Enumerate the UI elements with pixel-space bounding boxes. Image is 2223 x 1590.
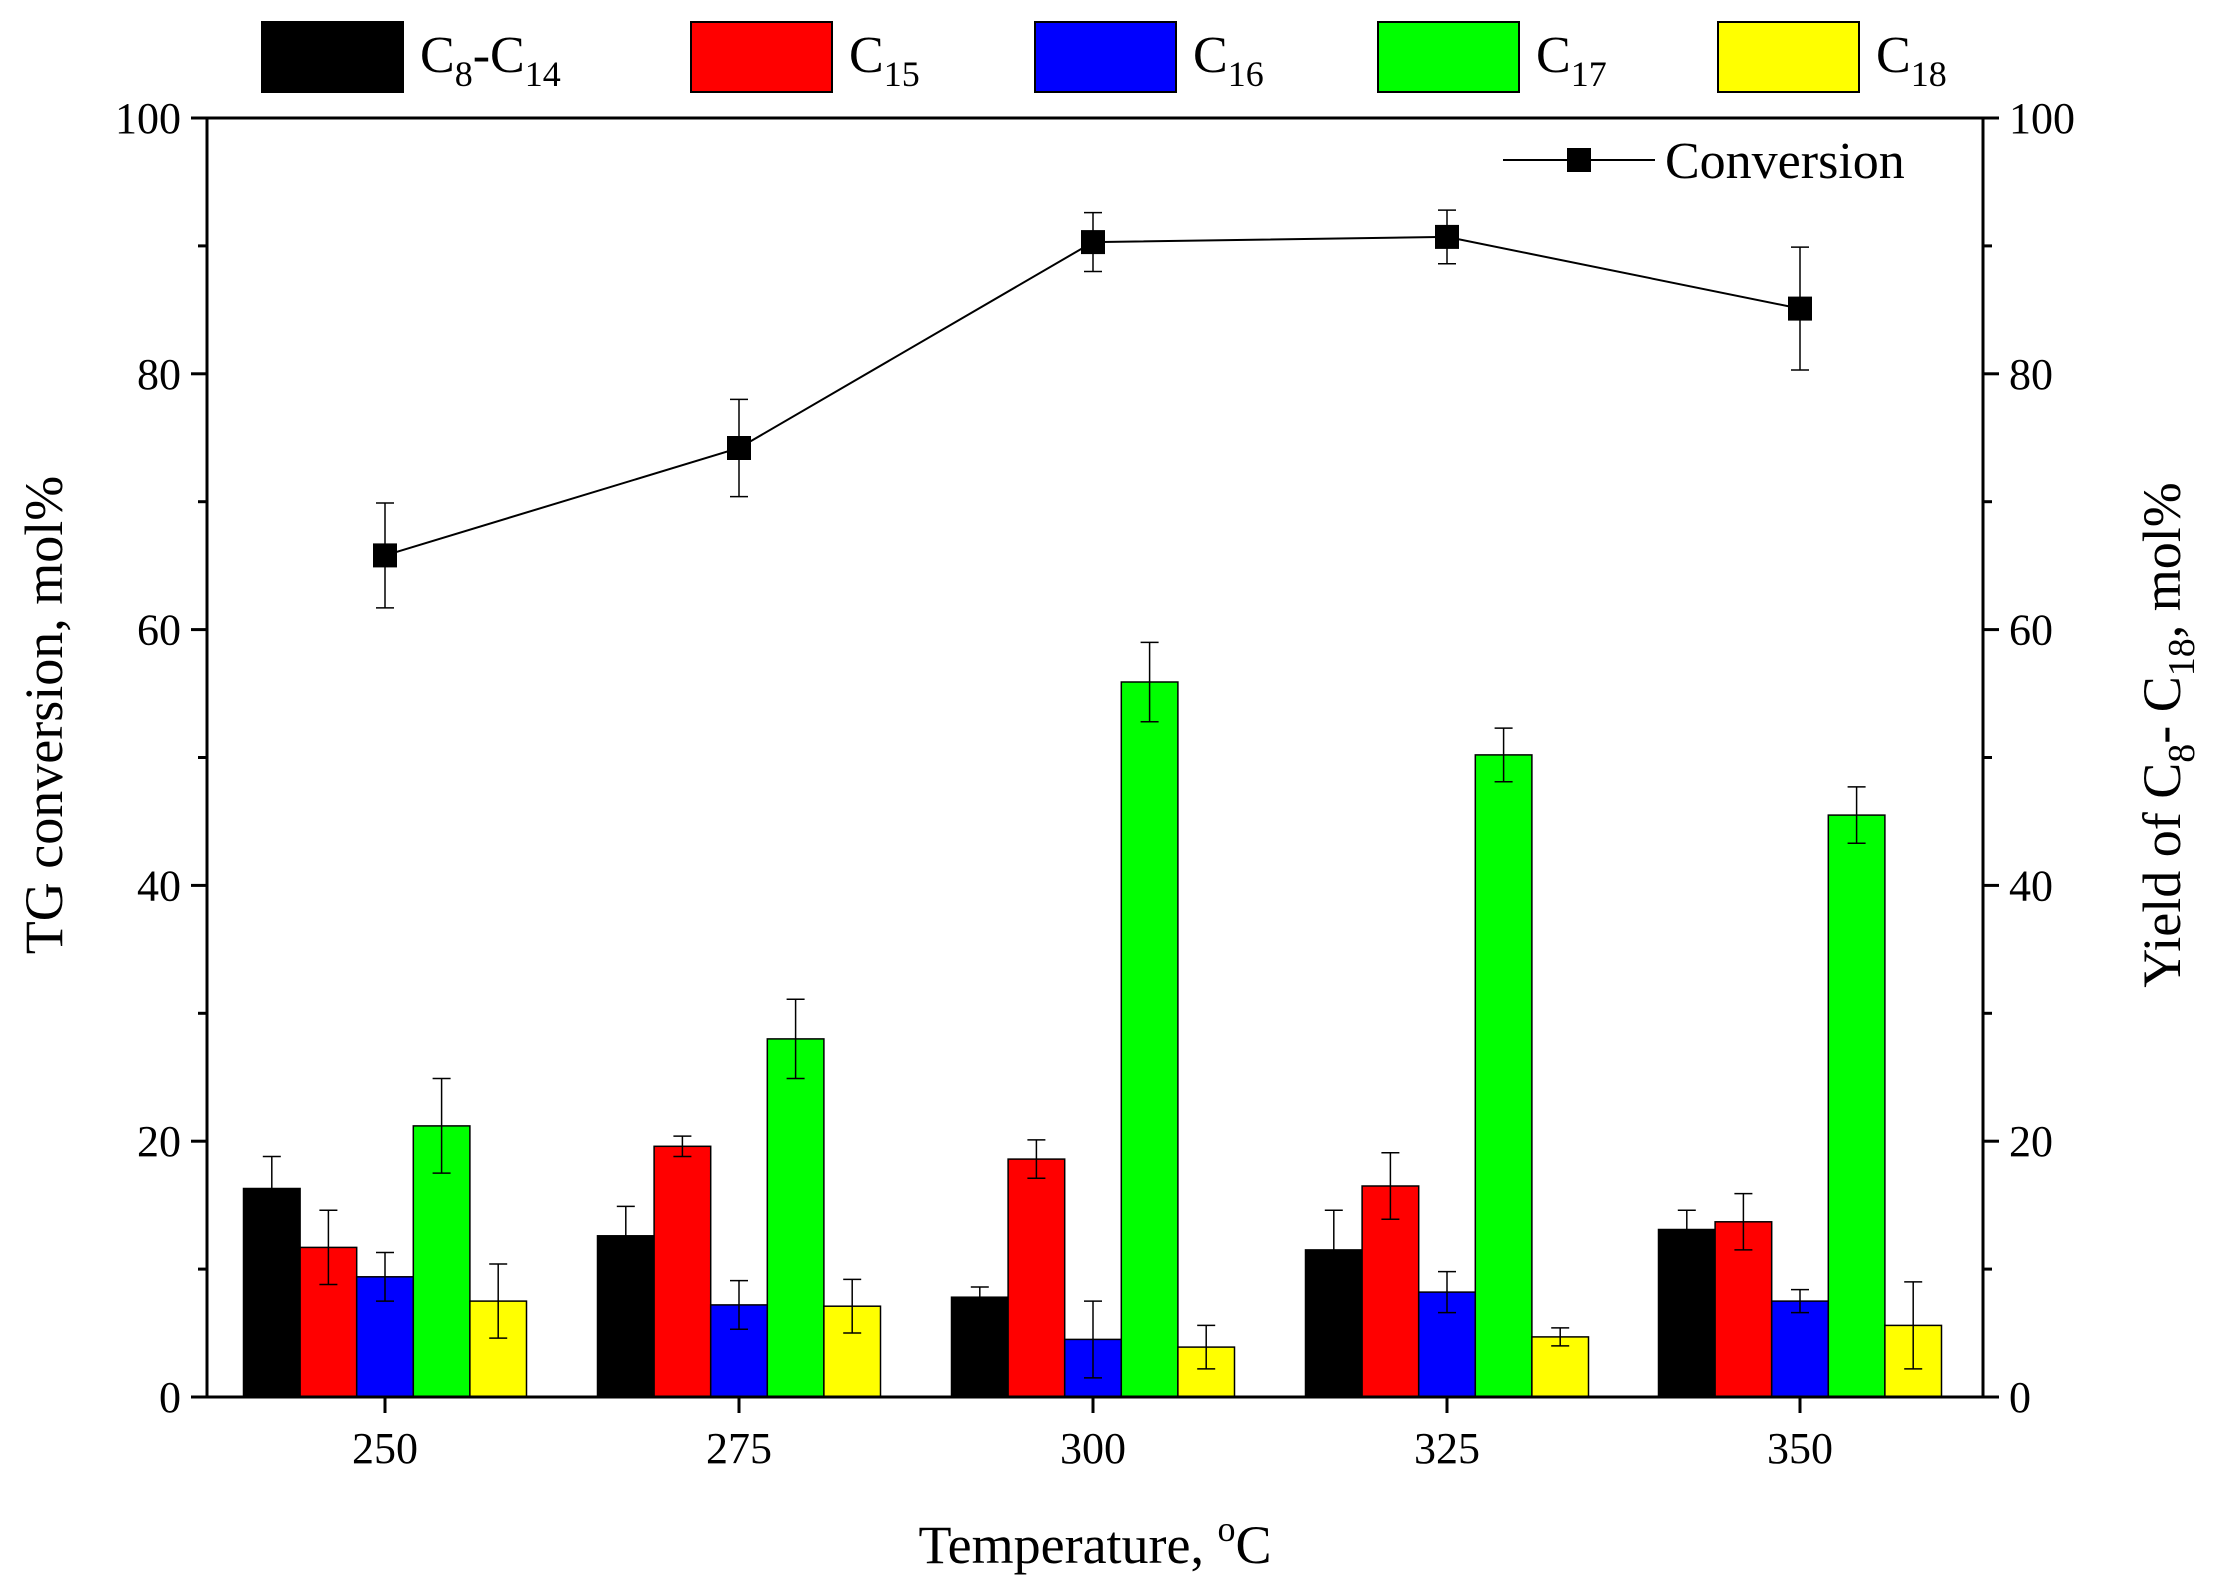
bar-C17-325	[1474, 754, 1533, 1398]
legend-item-C17: C17	[1377, 21, 1607, 94]
error-bar-C16-250	[376, 1251, 394, 1302]
x-axis-title: Temperature, oC	[918, 1509, 1271, 1575]
y-axis-left-title: TG conversion, mol%	[14, 476, 74, 954]
x-tick-label-250: 250	[352, 1424, 418, 1473]
right-tick-label: 40	[2009, 861, 2053, 910]
legend-swatch-C17	[1377, 21, 1520, 93]
bar-C8-C14-350	[1657, 1228, 1716, 1398]
y-axis-right-title: Yield of C8- C18, mol%	[2132, 482, 2203, 988]
legend-label-conversion: Conversion	[1665, 133, 1905, 190]
bar-C16-350	[1770, 1300, 1830, 1398]
legend-item-C16: C16	[1034, 21, 1264, 94]
bar-C8-C14-300	[950, 1296, 1009, 1398]
left-tick-label: 60	[137, 606, 181, 655]
legend-swatch-C8-C14	[261, 21, 404, 93]
left-tick-label: 80	[137, 350, 181, 399]
legend-label-C8-C14: C8-C14	[420, 27, 561, 94]
legend-label-C15: C15	[849, 27, 920, 94]
error-bar-C15-275	[673, 1135, 692, 1158]
x-tick-label-325: 325	[1414, 1424, 1480, 1473]
conversion-point-250	[373, 543, 397, 568]
plot-frame	[205, 116, 1985, 1399]
bar-C17-275	[766, 1038, 825, 1398]
left-tick-label: 20	[137, 1117, 181, 1166]
error-bar-C18-325	[1551, 1327, 1570, 1347]
bar-C17-300	[1120, 681, 1179, 1398]
error-bar-C18-350	[1904, 1281, 1923, 1370]
error-bar-C17-300	[1140, 641, 1159, 723]
right-tick-label: 20	[2009, 1117, 2053, 1166]
error-bar-C8-C14-250	[262, 1155, 281, 1222]
error-bar-C15-325	[1381, 1151, 1400, 1220]
axes-layer	[191, 116, 1999, 1413]
conversion-line-layer	[373, 209, 1812, 609]
right-tick-label: 100	[2009, 94, 2075, 143]
bars-layer	[242, 641, 1943, 1398]
right-tick-label: 80	[2009, 350, 2053, 399]
error-bar-C8-C14-300	[970, 1286, 989, 1309]
bar-C15-300	[1007, 1158, 1066, 1398]
conversion-point-300	[1081, 230, 1105, 255]
legend-swatch-C16	[1034, 21, 1177, 93]
error-bar-C18-275	[843, 1278, 862, 1334]
legend-swatch-C18	[1717, 21, 1860, 93]
left-tick-label: 100	[115, 94, 181, 143]
error-bar-C18-250	[489, 1263, 508, 1339]
conversion-point-325	[1435, 224, 1459, 249]
x-tick-label-275: 275	[706, 1424, 772, 1473]
conversion-point-275	[727, 436, 751, 460]
conversion-line	[384, 235, 1801, 557]
legend-item-C8-C14: C8-C14	[261, 21, 561, 94]
error-bar-C15-250	[319, 1209, 338, 1286]
error-bar-C18-300	[1197, 1324, 1216, 1370]
error-bar-C16-325	[1438, 1270, 1456, 1314]
error-bar-C17-250	[432, 1077, 451, 1174]
x-tick-label-300: 300	[1060, 1424, 1126, 1473]
error-bar-C17-325	[1494, 727, 1513, 783]
legend-conversion-marker	[1567, 148, 1591, 172]
error-bar-C16-300	[1084, 1300, 1102, 1379]
legend-label-C17: C17	[1536, 27, 1607, 94]
error-bar-C15-350	[1734, 1192, 1753, 1251]
legend-label-C16: C16	[1193, 27, 1264, 94]
x-tick-label-350: 350	[1767, 1424, 1833, 1473]
error-bar-C8-C14-275	[616, 1205, 635, 1267]
error-bar-C8-C14-350	[1677, 1209, 1696, 1250]
right-tick-label: 60	[2009, 606, 2053, 655]
legend-layer: C8-C14 C15 C16 C17 C18 Conversion	[261, 21, 1947, 190]
error-bar-C16-350	[1791, 1288, 1809, 1314]
legend-swatch-C15	[690, 21, 833, 93]
error-bar-C15-300	[1027, 1139, 1046, 1180]
bar-C15-275	[653, 1145, 712, 1398]
legend-label-C18: C18	[1876, 27, 1947, 94]
error-bar-C16-275	[730, 1279, 748, 1330]
legend-item-C15: C15	[690, 21, 920, 94]
left-tick-label: 40	[137, 861, 181, 910]
bar-C17-350	[1827, 814, 1886, 1398]
tick-labels-layer: 0 0 20 20 40 40 60 60 80 80 100 100 250 275 300 325 350	[115, 94, 2075, 1473]
error-bar-C8-C14-325	[1324, 1209, 1343, 1291]
axis-titles-layer: Temperature, oC TG conversion, mol% Yield …	[14, 476, 2203, 1575]
left-tick-label: 0	[159, 1373, 181, 1422]
legend-item-C18: C18	[1717, 21, 1947, 94]
legend-item-conversion: Conversion	[1503, 133, 1905, 190]
bar-C8-C14-250	[242, 1187, 301, 1398]
error-bar-C17-275	[786, 998, 805, 1080]
conversion-point-350	[1788, 296, 1812, 321]
right-tick-label: 0	[2009, 1373, 2031, 1422]
error-bar-C17-350	[1847, 786, 1866, 844]
